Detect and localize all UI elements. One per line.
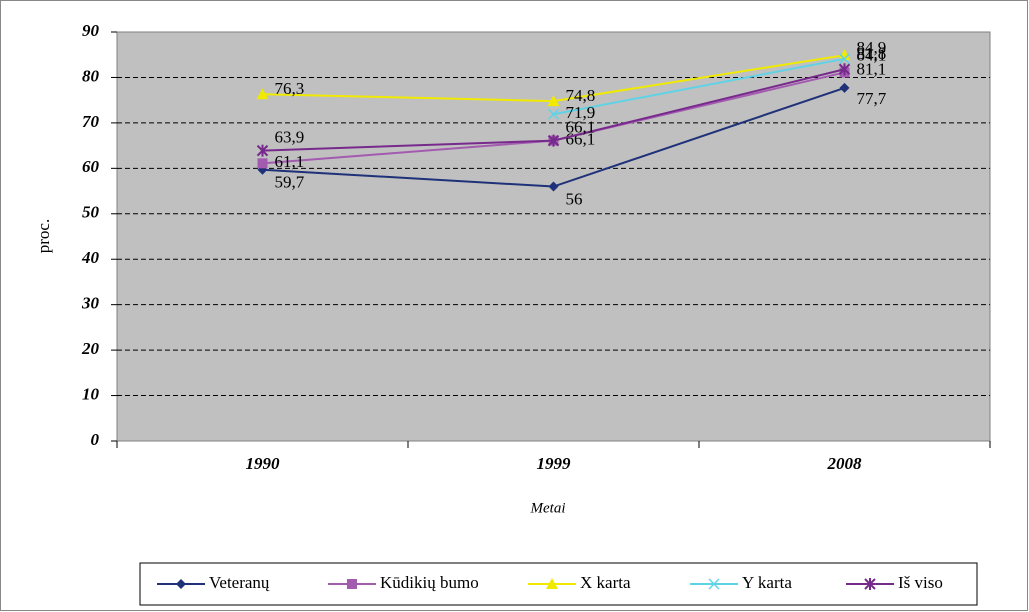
data-label: 81,8 [857,44,887,63]
marker [256,88,269,100]
marker [838,49,851,61]
data-label: 61,1 [275,152,305,171]
y-axis-label: proc. [34,219,53,253]
data-label: 63,9 [275,128,305,147]
legend-label: Iš viso [898,573,943,592]
marker [547,95,560,107]
y-tick-label: 70 [82,112,100,131]
x-tick-label: 1990 [246,454,281,473]
legend-label: X karta [580,573,631,592]
marker [839,82,850,93]
marker [838,53,851,65]
y-tick-label: 90 [82,21,100,40]
data-label: 81,1 [857,59,887,78]
x-tick-label: 2008 [827,454,863,473]
y-tick-label: 0 [91,430,100,449]
data-label: 71,9 [566,103,596,122]
y-tick-label: 50 [82,203,100,222]
data-label: 77,7 [857,89,887,108]
legend-label: Veteranų [209,573,270,592]
marker [547,134,560,147]
marker [176,579,186,589]
y-tick-label: 20 [81,339,100,358]
data-label: 59,7 [275,173,305,192]
y-tick-label: 10 [82,384,100,403]
marker [864,578,876,590]
data-label: 84,9 [857,38,887,57]
y-tick-label: 80 [82,66,100,85]
legend-label: Kūdikių bumo [380,573,479,592]
data-label: 56 [566,189,583,208]
marker [547,108,560,120]
marker [257,158,268,169]
y-tick-label: 60 [82,157,100,176]
data-label: 76,3 [275,79,305,98]
y-tick-label: 40 [81,248,100,267]
data-label: 66,1 [566,130,596,149]
x-axis-label: Metai [530,500,566,516]
marker [546,578,558,589]
marker [347,579,357,589]
x-tick-label: 1999 [537,454,572,473]
marker [838,63,851,76]
marker [548,181,559,192]
data-label: 74,8 [566,86,596,105]
data-label: 84,1 [857,46,887,65]
marker [708,578,720,590]
legend-label: Y karta [742,573,792,592]
y-tick-label: 30 [81,294,100,313]
series-line [553,57,845,116]
data-label: 66,1 [566,118,596,137]
marker [256,144,269,157]
